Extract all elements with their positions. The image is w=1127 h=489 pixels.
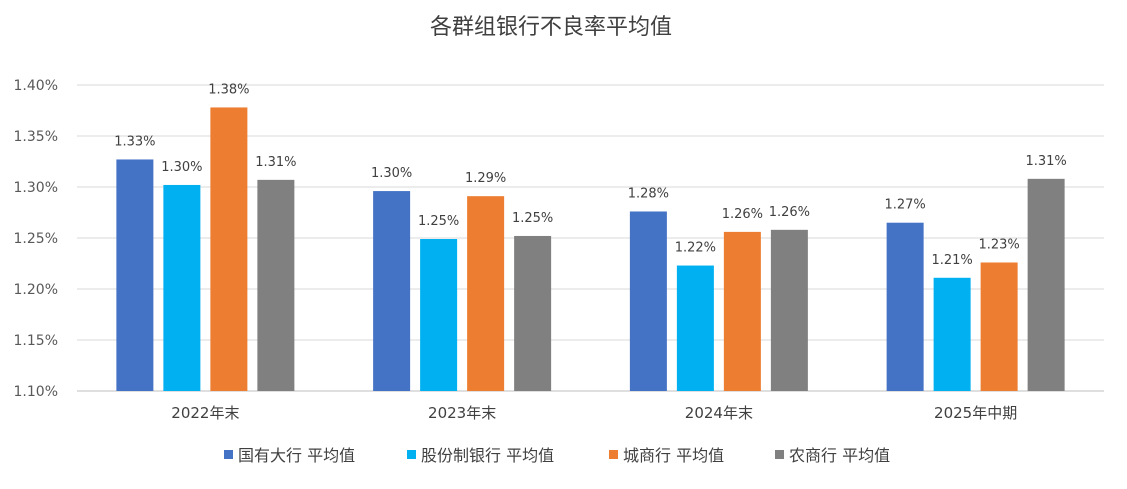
bar	[420, 239, 458, 391]
data-labels: 1.33% 1.30% 1.38% 1.31% 1.30% 1.25% 1.29% 1.25%…	[114, 82, 1067, 267]
legend-item: 农商行 平均值	[775, 446, 890, 465]
data-label: 1.33%	[114, 134, 155, 149]
legend-item: 城商行 平均值	[609, 446, 724, 465]
data-label: 1.28%	[628, 186, 669, 201]
data-label: 1.25%	[418, 214, 459, 229]
x-category-label: 2022年末	[171, 404, 239, 422]
y-axis-ticks: 1.10% 1.15% 1.20% 1.25% 1.30% 1.35% 1.40%	[14, 78, 58, 400]
y-tick-label: 1.30%	[14, 180, 58, 196]
legend-label: 国有大行 平均值	[238, 446, 355, 465]
bar	[1027, 178, 1065, 391]
y-tick-label: 1.10%	[14, 384, 58, 400]
bar	[886, 222, 924, 391]
data-label: 1.31%	[1025, 154, 1066, 169]
bar	[373, 191, 411, 391]
bar	[629, 211, 667, 391]
data-label: 1.25%	[512, 211, 553, 226]
legend-label: 农商行 平均值	[789, 446, 890, 465]
legend-label: 股份制银行 平均值	[421, 446, 554, 465]
bar	[770, 229, 808, 391]
data-label: 1.26%	[769, 205, 810, 220]
data-label: 1.29%	[465, 171, 506, 186]
bar	[676, 265, 714, 391]
legend-swatch	[407, 450, 416, 459]
y-tick-label: 1.20%	[14, 282, 58, 298]
x-category-label: 2023年末	[428, 404, 496, 422]
bar	[514, 235, 552, 391]
bar	[723, 231, 761, 391]
bar	[980, 262, 1018, 391]
y-tick-label: 1.40%	[14, 78, 58, 94]
bar	[116, 159, 154, 391]
legend-swatch	[224, 450, 233, 459]
data-label: 1.27%	[884, 198, 925, 213]
y-tick-label: 1.35%	[14, 129, 58, 145]
legend-label: 城商行 平均值	[623, 446, 724, 465]
legend-swatch	[609, 450, 618, 459]
bar	[257, 179, 295, 391]
legend-item: 国有大行 平均值	[224, 446, 355, 465]
x-axis-categories: 2022年末 2023年末 2024年末 2025年中期	[171, 404, 1017, 422]
bars	[116, 107, 1065, 391]
gridlines	[77, 84, 1104, 392]
y-tick-label: 1.15%	[14, 333, 58, 349]
bar	[210, 107, 248, 391]
data-label: 1.30%	[371, 166, 412, 181]
data-label: 1.31%	[255, 155, 296, 170]
bar	[933, 277, 971, 391]
data-label: 1.30%	[161, 160, 202, 175]
legend-swatch	[775, 450, 784, 459]
bar	[467, 196, 505, 391]
data-label: 1.22%	[675, 241, 716, 256]
data-label: 1.23%	[978, 237, 1019, 252]
data-label: 1.38%	[208, 82, 249, 97]
legend: 国有大行 平均值 股份制银行 平均值 城商行 平均值 农商行 平均值	[224, 446, 890, 465]
chart-title: 各群组银行不良率平均值	[430, 15, 672, 40]
legend-item: 股份制银行 平均值	[407, 446, 554, 465]
bar	[163, 184, 201, 391]
data-label: 1.21%	[931, 253, 972, 268]
x-category-label: 2025年中期	[934, 404, 1017, 422]
x-category-label: 2024年末	[685, 404, 753, 422]
y-tick-label: 1.25%	[14, 231, 58, 247]
data-label: 1.26%	[722, 207, 763, 222]
